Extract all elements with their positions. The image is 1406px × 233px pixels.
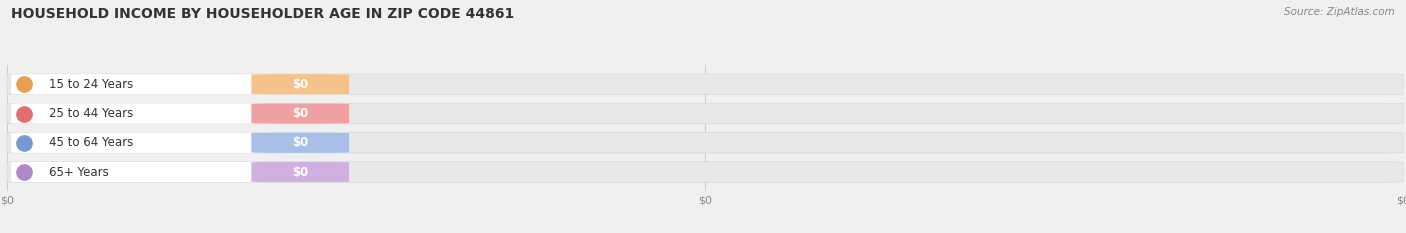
FancyBboxPatch shape bbox=[11, 103, 349, 124]
FancyBboxPatch shape bbox=[7, 133, 1403, 153]
Text: Source: ZipAtlas.com: Source: ZipAtlas.com bbox=[1284, 7, 1395, 17]
FancyBboxPatch shape bbox=[11, 74, 349, 94]
FancyBboxPatch shape bbox=[7, 74, 1403, 95]
Text: $0: $0 bbox=[292, 107, 308, 120]
FancyBboxPatch shape bbox=[11, 133, 349, 153]
Text: $0: $0 bbox=[292, 136, 308, 149]
Text: HOUSEHOLD INCOME BY HOUSEHOLDER AGE IN ZIP CODE 44861: HOUSEHOLD INCOME BY HOUSEHOLDER AGE IN Z… bbox=[11, 7, 515, 21]
FancyBboxPatch shape bbox=[252, 74, 349, 94]
Text: 65+ Years: 65+ Years bbox=[49, 165, 108, 178]
FancyBboxPatch shape bbox=[7, 103, 1403, 124]
FancyBboxPatch shape bbox=[7, 162, 1403, 182]
Text: $0: $0 bbox=[292, 165, 308, 178]
Text: 15 to 24 Years: 15 to 24 Years bbox=[49, 78, 134, 91]
Text: 25 to 44 Years: 25 to 44 Years bbox=[49, 107, 134, 120]
FancyBboxPatch shape bbox=[252, 133, 349, 153]
FancyBboxPatch shape bbox=[252, 103, 349, 124]
FancyBboxPatch shape bbox=[252, 162, 349, 182]
Text: $0: $0 bbox=[292, 78, 308, 91]
Text: 45 to 64 Years: 45 to 64 Years bbox=[49, 136, 134, 149]
FancyBboxPatch shape bbox=[11, 162, 349, 182]
